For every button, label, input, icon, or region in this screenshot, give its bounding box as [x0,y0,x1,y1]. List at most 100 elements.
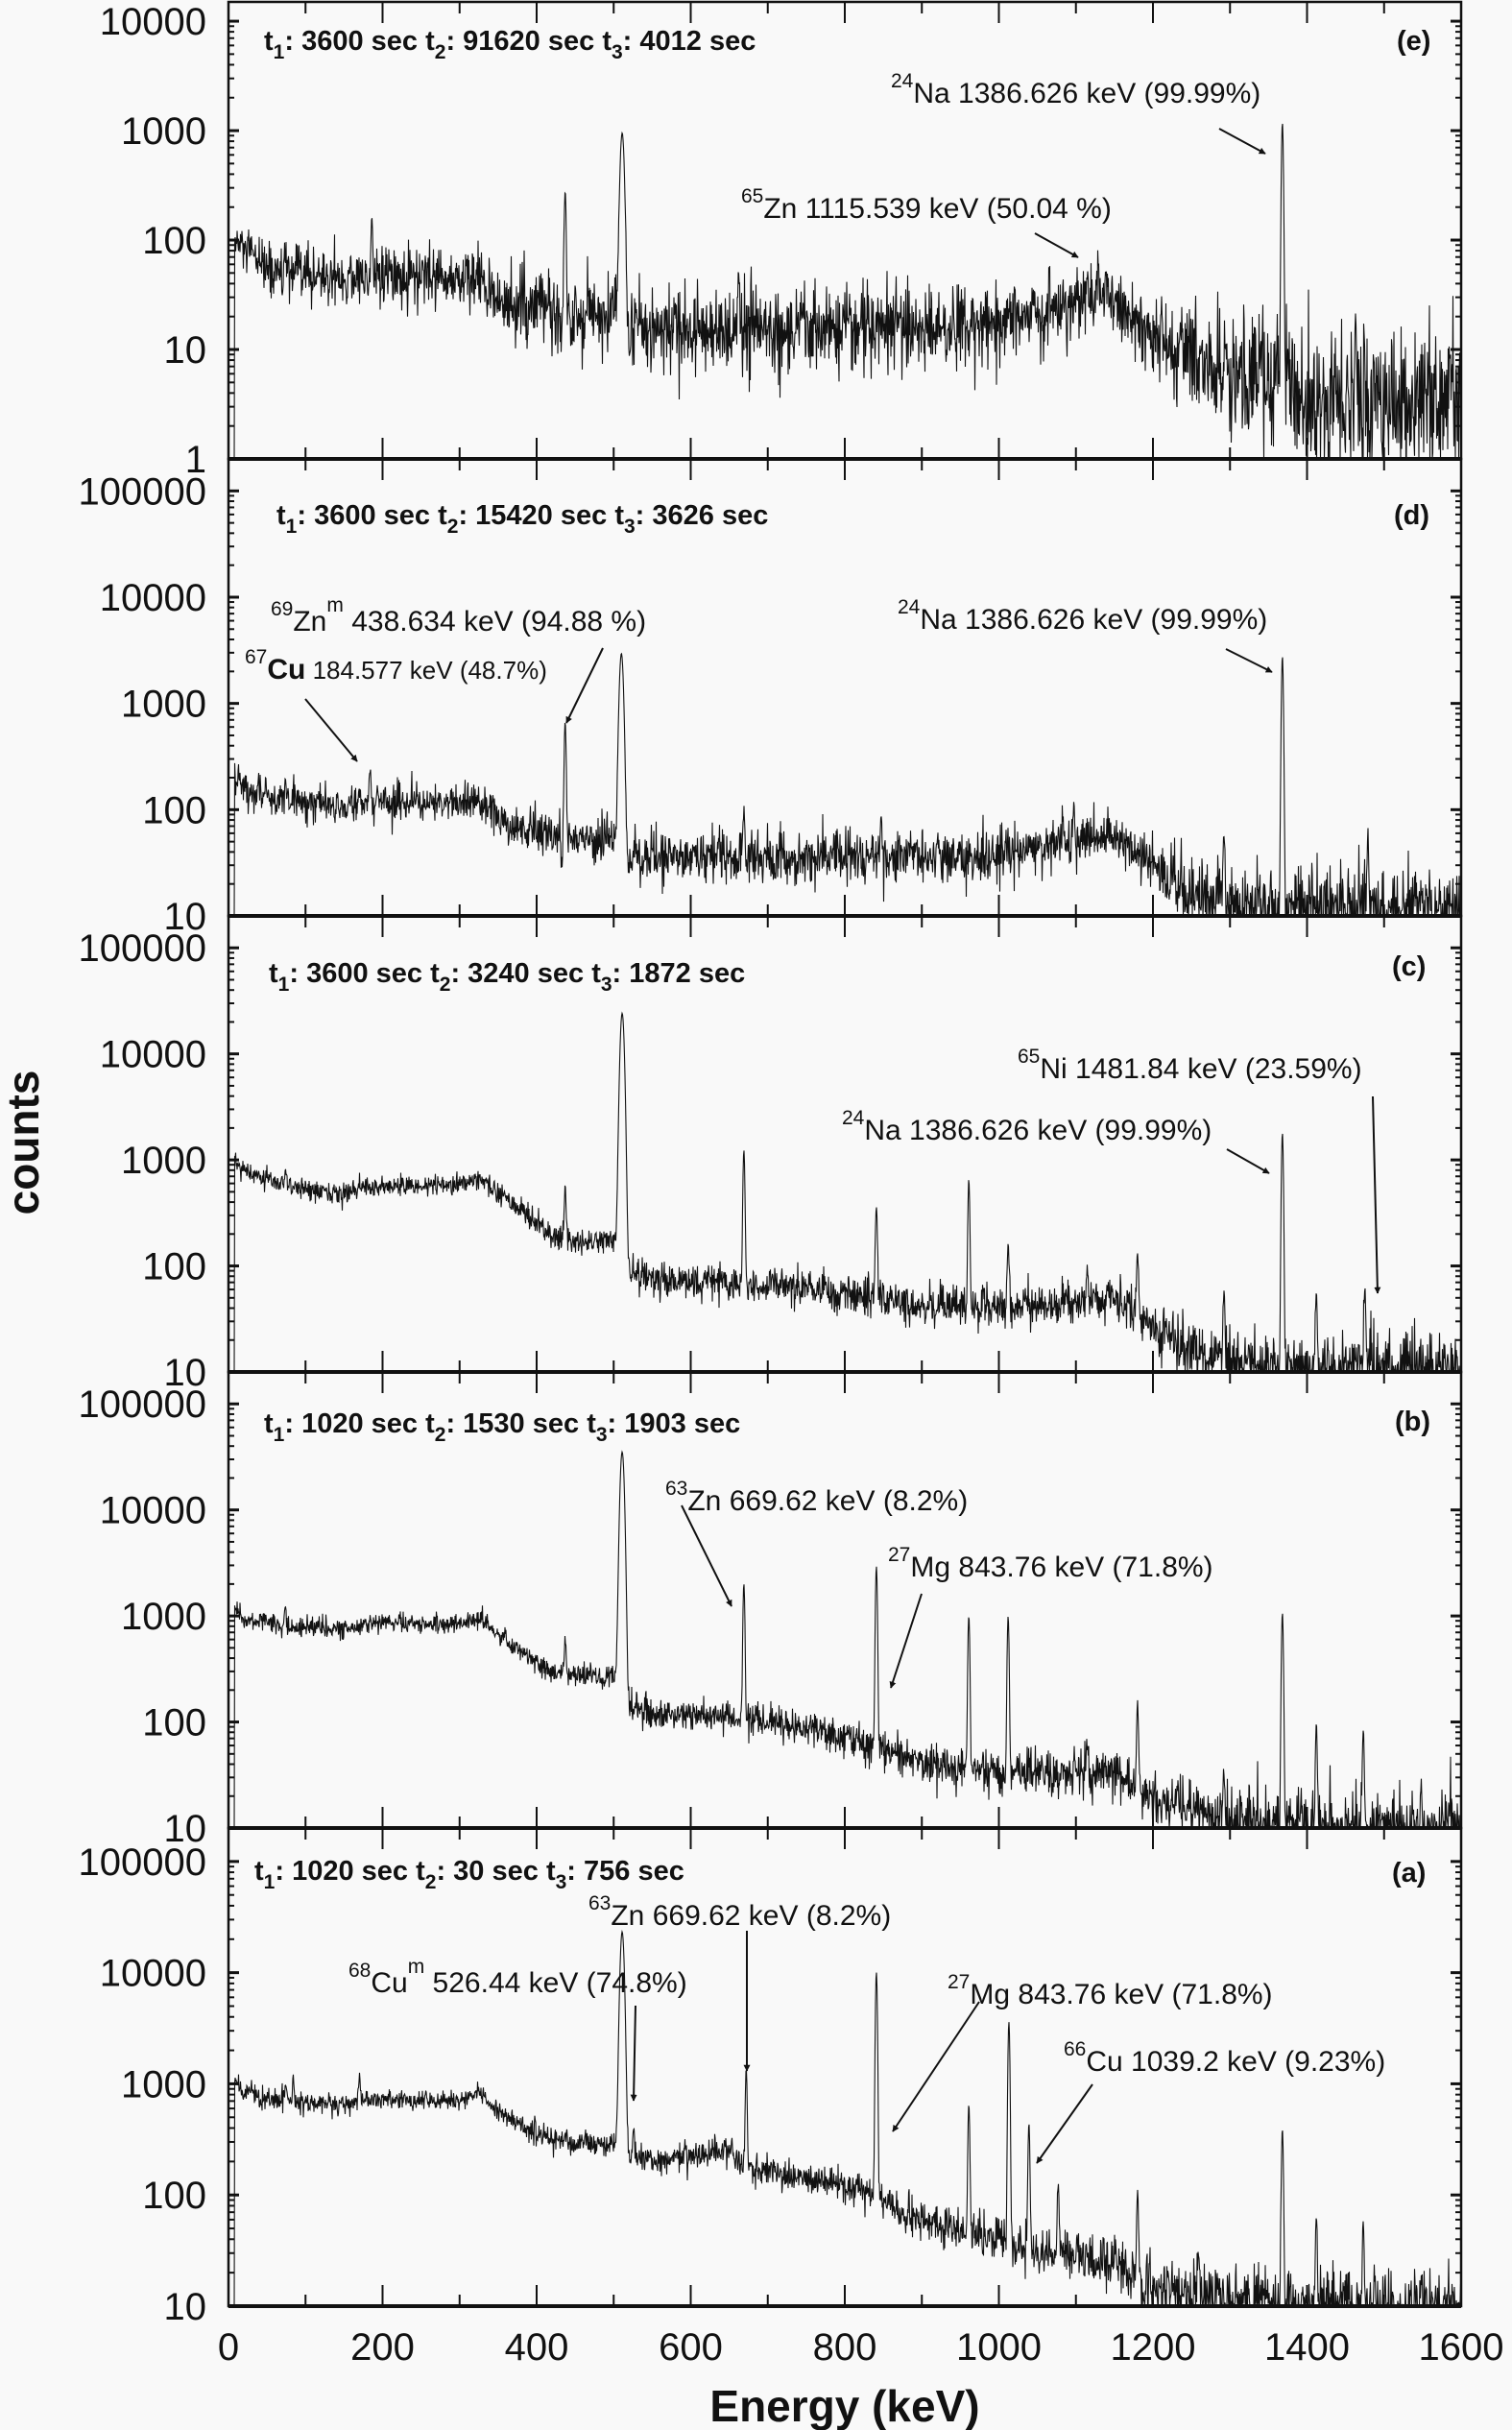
time-value: : 3626 sec [636,500,769,531]
time-subscript: 1 [278,974,290,996]
time-symbol: t [438,500,447,531]
mass-number: 66 [1064,2038,1086,2060]
element-symbol: Zn [293,606,326,638]
spectrum-line [229,1929,1462,2309]
time-value: : 756 sec [566,1856,684,1887]
time-symbol: t [587,1408,596,1439]
y-tick-label: 1000 [121,1140,206,1182]
element-symbol: Cu [267,654,305,686]
annotation-arrow [681,1504,732,1607]
y-tick-label: 100 [142,1702,206,1744]
peak-energy: 1039.2 keV (9.23%) [1123,2046,1386,2078]
spectrum-line [229,123,1462,462]
element-symbol: Zn [687,1485,721,1517]
mass-number: 69 [271,598,293,620]
peak-energy: 526.44 keV (74.8%) [424,1967,687,1999]
peak-energy: 438.634 keV (94.88 %) [344,606,646,638]
time-subscript: 1 [264,1871,276,1893]
element-symbol: Cu [371,1967,407,1999]
mass-number: 27 [948,1971,970,1993]
annotation-arrow [1225,648,1273,673]
mass-number: 68 [348,1960,371,1982]
peak-energy: 669.62 keV (8.2%) [644,1900,891,1932]
x-tick-label: 0 [218,2326,239,2369]
peak-annotation: 27Mg 843.76 keV (71.8%) [888,1544,1213,1583]
time-value: : 1903 sec [608,1408,741,1439]
peak-annotation: 63Zn 669.62 keV (8.2%) [665,1478,968,1517]
peak-energy: 843.76 keV (71.8%) [1010,1979,1273,2010]
time-symbol: t [276,500,286,531]
time-symbol: t [591,958,601,989]
annotation-arrow [1218,128,1266,155]
x-tick-label: 1400 [1264,2326,1350,2369]
isomer-mark: m [408,1956,425,1978]
time-subscript: 3 [596,1424,608,1446]
y-tick-label: 1000 [121,2063,206,2105]
y-tick-label: 100 [142,2175,206,2217]
y-tick-label: 1 [185,439,206,481]
mass-number: 63 [665,1478,687,1500]
mass-number: 27 [888,1544,910,1566]
time-symbol: t [546,1856,556,1887]
time-subscript: 2 [447,516,459,538]
time-value: : 91620 sec [445,26,602,57]
peak-annotation: 24Na 1386.626 keV (99.99%) [842,1107,1212,1146]
timing-header: t1: 3600 sec t2: 15420 sec t3: 3626 sec [276,500,768,538]
time-subscript: 1 [274,41,285,63]
peak-annotation: 69Znm 438.634 keV (94.88 %) [271,594,646,638]
x-axis-label: Energy (keV) [709,2381,979,2430]
time-symbol: t [416,1856,425,1887]
peak-annotation: 24Na 1386.626 keV (99.99%) [898,596,1267,636]
panel-label: (c) [1392,951,1426,982]
peak-energy: 669.62 keV (8.2%) [721,1485,968,1517]
peak-annotation: 65Zn 1115.539 keV (50.04 %) [741,185,1112,225]
mass-number: 24 [898,596,921,618]
time-symbol: t [264,26,274,57]
time-symbol: t [264,1408,274,1439]
peak-energy: 1386.626 keV (99.99%) [950,78,1261,109]
peak-annotation: 68Cum 526.44 keV (74.8%) [348,1956,687,1999]
peak-energy: 184.577 keV (48.7%) [305,656,547,685]
time-symbol: t [602,26,612,57]
y-tick-label: 10 [164,329,207,372]
time-subscript: 1 [274,1424,285,1446]
timing-header: t1: 1020 sec t2: 30 sec t3: 756 sec [254,1856,684,1893]
x-tick-label: 400 [505,2326,569,2369]
element-symbol: Na [913,78,950,109]
peak-annotation: 65Ni 1481.84 keV (23.59%) [1018,1046,1362,1085]
y-tick-label: 10 [164,1808,207,1850]
x-tick-label: 600 [659,2326,723,2369]
element-symbol: Na [864,1115,901,1146]
time-symbol: t [254,1856,264,1887]
time-subscript: 2 [440,974,451,996]
timing-header: t1: 3600 sec t2: 91620 sec t3: 4012 sec [264,26,756,63]
annotation-arrow [1372,1095,1381,1294]
time-value: : 4012 sec [623,26,756,57]
time-symbol: t [425,26,435,57]
time-value: : 15420 sec [458,500,614,531]
y-tick-label: 1000 [121,684,206,726]
time-value: : 1020 sec [284,1408,425,1439]
element-symbol: Na [920,604,957,636]
y-tick-label: 1000 [121,110,206,153]
time-value: : 3240 sec [450,958,591,989]
y-tick-label: 100 [142,1246,206,1288]
panel-label: (a) [1392,1858,1426,1889]
y-tick-label: 10 [164,1352,207,1394]
y-tick-label: 10000 [100,1034,206,1076]
y-tick-label: 100000 [79,470,206,513]
time-subscript: 1 [286,516,298,538]
y-tick-label: 100000 [79,1383,206,1426]
mass-number: 65 [1018,1046,1040,1068]
panel-label: (b) [1395,1407,1430,1437]
y-tick-label: 10 [164,896,207,938]
y-tick-label: 10 [164,2286,207,2328]
annotation-arrow [1226,1148,1270,1174]
time-symbol: t [614,500,624,531]
peak-energy: 1481.84 keV (23.59%) [1068,1053,1362,1085]
mass-number: 24 [891,70,914,92]
y-tick-label: 10000 [100,1490,206,1532]
y-tick-label: 10000 [100,1,206,43]
